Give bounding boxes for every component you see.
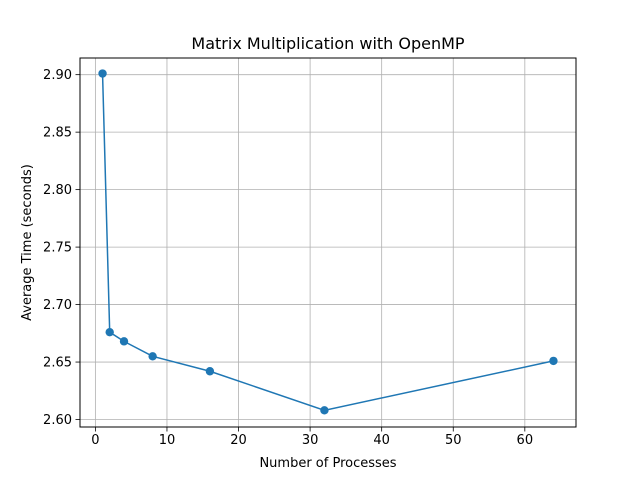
chart-title: Matrix Multiplication with OpenMP — [191, 34, 465, 53]
y-tick-label: 2.75 — [43, 241, 72, 256]
x-ticks: 0 10 20 30 40 50 60 — [91, 427, 533, 448]
x-tick-label: 10 — [159, 433, 176, 448]
data-point — [119, 337, 129, 346]
data-point — [549, 356, 558, 366]
y-tick-label: 2.65 — [43, 356, 72, 371]
y-tick-label: 2.70 — [43, 298, 72, 313]
data-point — [205, 367, 215, 376]
x-tick-label: 30 — [302, 433, 319, 448]
y-tick-label: 2.60 — [43, 413, 72, 428]
data-point — [98, 69, 107, 78]
data-point — [148, 352, 157, 361]
y-tick-label: 2.90 — [43, 68, 72, 83]
series-layer — [98, 69, 558, 415]
y-tick-label: 2.85 — [43, 126, 72, 141]
y-tick-label: 2.80 — [43, 183, 72, 198]
y-axis-label: Average Time (seconds) — [20, 164, 35, 321]
data-point — [105, 327, 114, 337]
x-axis-label: Number of Processes — [259, 456, 396, 471]
x-tick-label: 20 — [230, 433, 247, 448]
x-tick-label: 40 — [373, 433, 390, 448]
x-tick-label: 50 — [445, 433, 462, 448]
plot-frame — [79, 57, 577, 428]
x-tick-label: 0 — [91, 433, 99, 448]
x-tick-label: 60 — [517, 433, 534, 448]
grid-layer — [80, 58, 576, 427]
data-point — [320, 406, 329, 415]
y-ticks: 2.60 2.65 2.70 2.75 2.80 2.85 2.90 — [43, 68, 80, 428]
